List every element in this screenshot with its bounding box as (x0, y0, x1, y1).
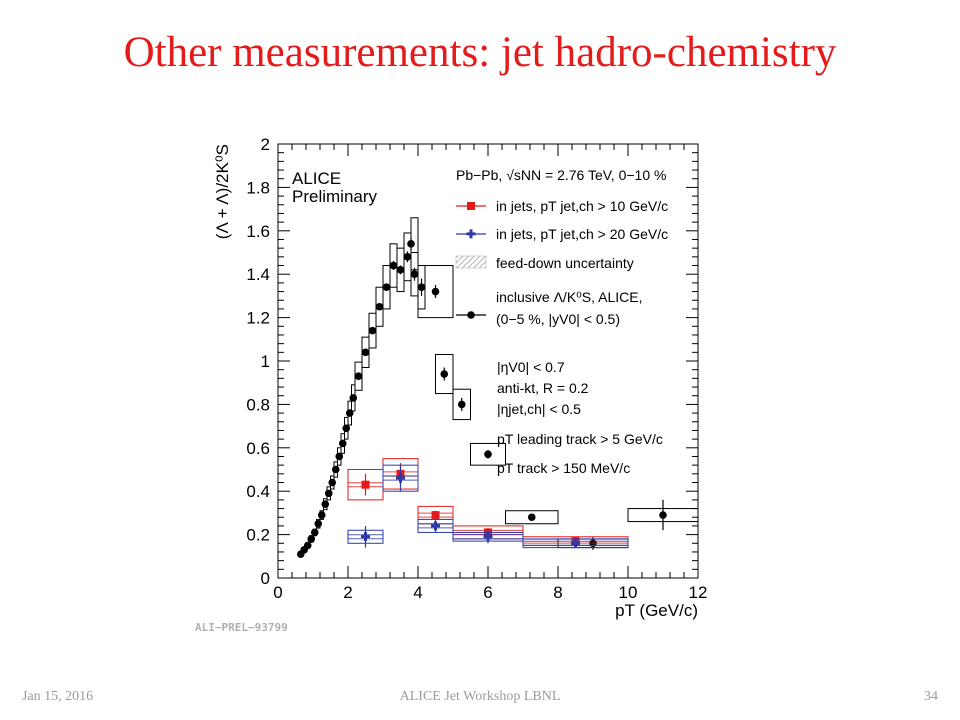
legend-entry: in jets, pT jet,ch > 20 GeV/c (496, 226, 668, 242)
y-tick-label: 1.6 (246, 222, 270, 241)
data-point (457, 400, 466, 409)
cut-label: pT leading track > 5 GeV/c (497, 431, 663, 447)
cut-label: pT track > 150 MeV/c (497, 460, 630, 476)
data-point (338, 439, 347, 448)
data-point (321, 500, 330, 509)
y-tick-label: 0.4 (246, 482, 270, 501)
data-point (361, 348, 370, 357)
legend-band (455, 255, 487, 269)
data-point (324, 489, 333, 498)
data-point (328, 478, 337, 487)
x-tick-label: 0 (273, 583, 282, 602)
slide-title: Other measurements: jet hadro-chemistry (123, 29, 837, 76)
data-point (310, 528, 319, 537)
y-tick-label: 1.4 (246, 265, 270, 284)
data-point (483, 532, 493, 542)
x-tick-label: 4 (413, 583, 422, 602)
sys-box (417, 265, 454, 319)
data-point (361, 532, 370, 542)
data-point (403, 253, 412, 261)
data-point (396, 266, 405, 274)
alice-label: ALICE (292, 169, 341, 188)
sys-box (435, 353, 454, 395)
data-point (389, 261, 398, 270)
data-point (407, 240, 415, 248)
x-tick-label: 10 (619, 583, 638, 602)
cut-label: |ηjet,ch| < 0.5 (497, 401, 581, 417)
data-point (417, 283, 426, 292)
x-tick-label: 2 (343, 583, 352, 602)
y-tick-label: 1.8 (246, 178, 270, 197)
footer-event: ALICE Jet Workshop LBNL (399, 689, 561, 704)
data-point (431, 287, 440, 296)
data-point (335, 452, 344, 461)
legend-marker-blue (466, 229, 476, 239)
data-point (527, 513, 536, 522)
data-point (410, 270, 419, 279)
data-point (375, 302, 384, 311)
legend-entry: (0−5 %, |yV0| < 0.5) (496, 311, 620, 327)
data-point (571, 538, 580, 548)
preliminary-label: Preliminary (292, 187, 378, 206)
data-point (349, 394, 358, 402)
data-point (307, 535, 316, 543)
data-point (317, 511, 326, 519)
legend-entry: feed-down uncertainty (496, 255, 634, 271)
data-point (368, 326, 377, 335)
data-point (659, 511, 667, 519)
cut-label: anti-kt, R = 0.2 (497, 380, 589, 396)
sys-box (505, 510, 559, 525)
sys-box (470, 442, 506, 466)
y-tick-label: 1 (261, 352, 270, 371)
footer-date: Jan 15, 2016 (22, 689, 94, 704)
legend-entry: inclusive Λ/K⁰S, ALICE, (496, 289, 642, 305)
y-tick-label: 0 (261, 569, 270, 588)
legend-entry: Pb−Pb, √sNN = 2.76 TeV, 0−10 % (456, 167, 666, 183)
y-tick-label: 2 (261, 135, 270, 154)
y-axis-label: (Λ + Λ)/2K⁰S (213, 144, 232, 239)
data-point (396, 473, 405, 483)
data-point (342, 424, 351, 433)
footer-page-number: 34 (924, 689, 938, 704)
data-point (361, 480, 370, 489)
y-tick-label: 0.8 (246, 395, 270, 414)
y-tick-label: 1.2 (246, 309, 270, 328)
y-tick-label: 0.2 (246, 526, 270, 545)
data-point (354, 372, 363, 380)
data-point (484, 450, 492, 459)
watermark-label: ALI−PREL−93799 (195, 621, 288, 634)
legend-entry: in jets, pT jet,ch > 10 GeV/c (496, 198, 668, 214)
data-point (314, 519, 323, 528)
x-tick-label: 8 (553, 583, 562, 602)
legend (455, 202, 487, 319)
legend-marker-black (467, 311, 475, 319)
data-point (382, 283, 391, 292)
x-axis-label: pT (GeV/c) (615, 601, 698, 620)
legend-marker-red (467, 202, 475, 210)
sys-box (452, 388, 471, 421)
data-point (431, 511, 440, 520)
data-point (431, 521, 440, 531)
data-point (331, 465, 340, 474)
x-tick-label: 12 (689, 583, 708, 602)
series-blue (347, 464, 629, 549)
data-point (303, 541, 312, 550)
x-tick-label: 6 (483, 583, 492, 602)
series-black (296, 217, 699, 558)
y-tick-label: 0.6 (246, 439, 270, 458)
cut-label: |ηV0| < 0.7 (497, 359, 565, 375)
data-point (440, 370, 449, 378)
